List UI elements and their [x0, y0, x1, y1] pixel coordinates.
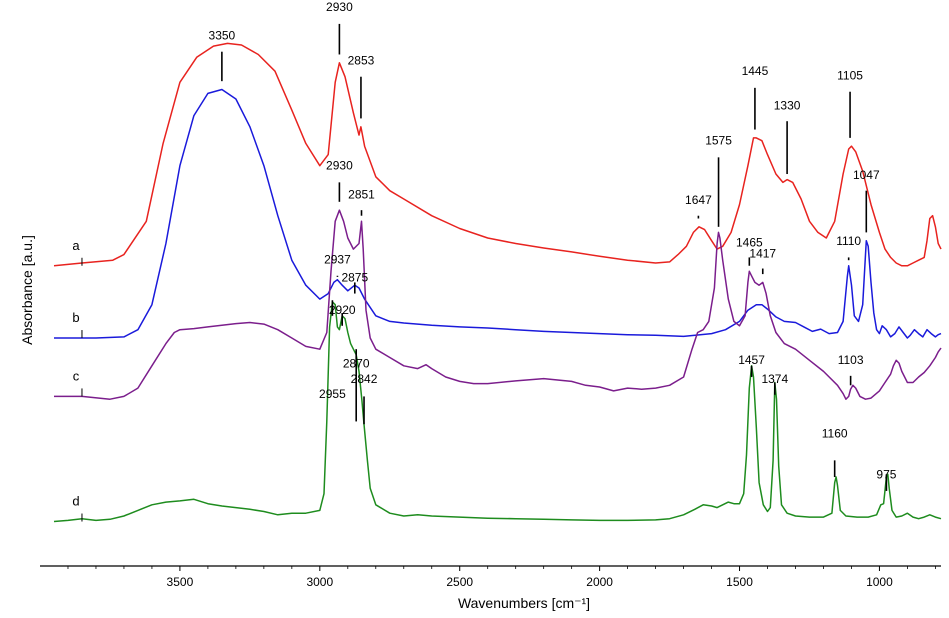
- peak-label-1110: 1110: [836, 234, 861, 248]
- trace-letter-a: a: [72, 238, 80, 253]
- peak-label-1445: 1445: [742, 64, 769, 78]
- peak-label-2930: 2930: [326, 159, 353, 173]
- series-line-c: [54, 209, 942, 400]
- y-axis-title: Absorbance [a.u.]: [19, 235, 35, 345]
- x-axis-title: Wavenumbers [cm⁻¹]: [458, 595, 590, 611]
- peak-label-1465: 1465: [736, 235, 763, 249]
- trace-letter-b: b: [72, 310, 79, 325]
- x-tick-label-3500: 3500: [167, 575, 194, 589]
- peak-label-2842: 2842: [351, 372, 378, 386]
- x-axis-ticks: 3500 3000 2500 2000 1500 1000: [67, 566, 936, 589]
- x-tick-label-2000: 2000: [586, 575, 613, 589]
- peak-label-3350: 3350: [209, 28, 236, 42]
- peak-label-2955: 2955: [319, 387, 346, 401]
- peak-label-1457: 1457: [738, 353, 765, 367]
- x-tick-label-2500: 2500: [446, 575, 473, 589]
- peak-label-1374: 1374: [761, 372, 788, 386]
- peak-annotation-layer: 3350 2930 2853 1445 1330 1105 2930 2851 1647 1575…: [209, 0, 897, 491]
- trace-letter-d: d: [72, 494, 79, 509]
- peak-label-2930: 2930: [326, 0, 353, 14]
- peak-label-1575: 1575: [705, 134, 732, 148]
- x-tick-label-1000: 1000: [866, 575, 893, 589]
- x-tick-label-1500: 1500: [726, 575, 753, 589]
- x-tick-label-3000: 3000: [306, 575, 333, 589]
- peak-label-2853: 2853: [348, 53, 375, 67]
- peak-label-1330: 1330: [774, 99, 801, 113]
- peak-label-2875: 2875: [341, 270, 368, 284]
- peak-label-2937: 2937: [324, 253, 351, 267]
- plot-area: 3350 2930 2853 1445 1330 1105 2930 2851 1647 1575…: [53, 0, 942, 523]
- series-line-d: [53, 301, 942, 523]
- peak-label-2851: 2851: [348, 187, 375, 201]
- peak-label-1417: 1417: [749, 246, 776, 260]
- peak-label-2920: 2920: [329, 303, 356, 317]
- peak-label-1105: 1105: [837, 69, 863, 83]
- peak-label-975: 975: [876, 468, 896, 482]
- series-line-a: [53, 42, 942, 267]
- series-layer: [53, 42, 942, 523]
- peak-label-1160: 1160: [822, 427, 848, 441]
- series-line-b: [54, 88, 942, 339]
- trace-letter-c: c: [73, 368, 80, 383]
- peak-label-2870: 2870: [343, 357, 370, 371]
- peak-label-1647: 1647: [685, 193, 712, 207]
- x-axis: 3500 3000 2500 2000 1500 1000: [40, 565, 941, 589]
- peak-label-1047: 1047: [853, 168, 880, 182]
- trace-letter-layer: a b c d: [72, 238, 83, 522]
- peak-label-1103: 1103: [838, 353, 864, 367]
